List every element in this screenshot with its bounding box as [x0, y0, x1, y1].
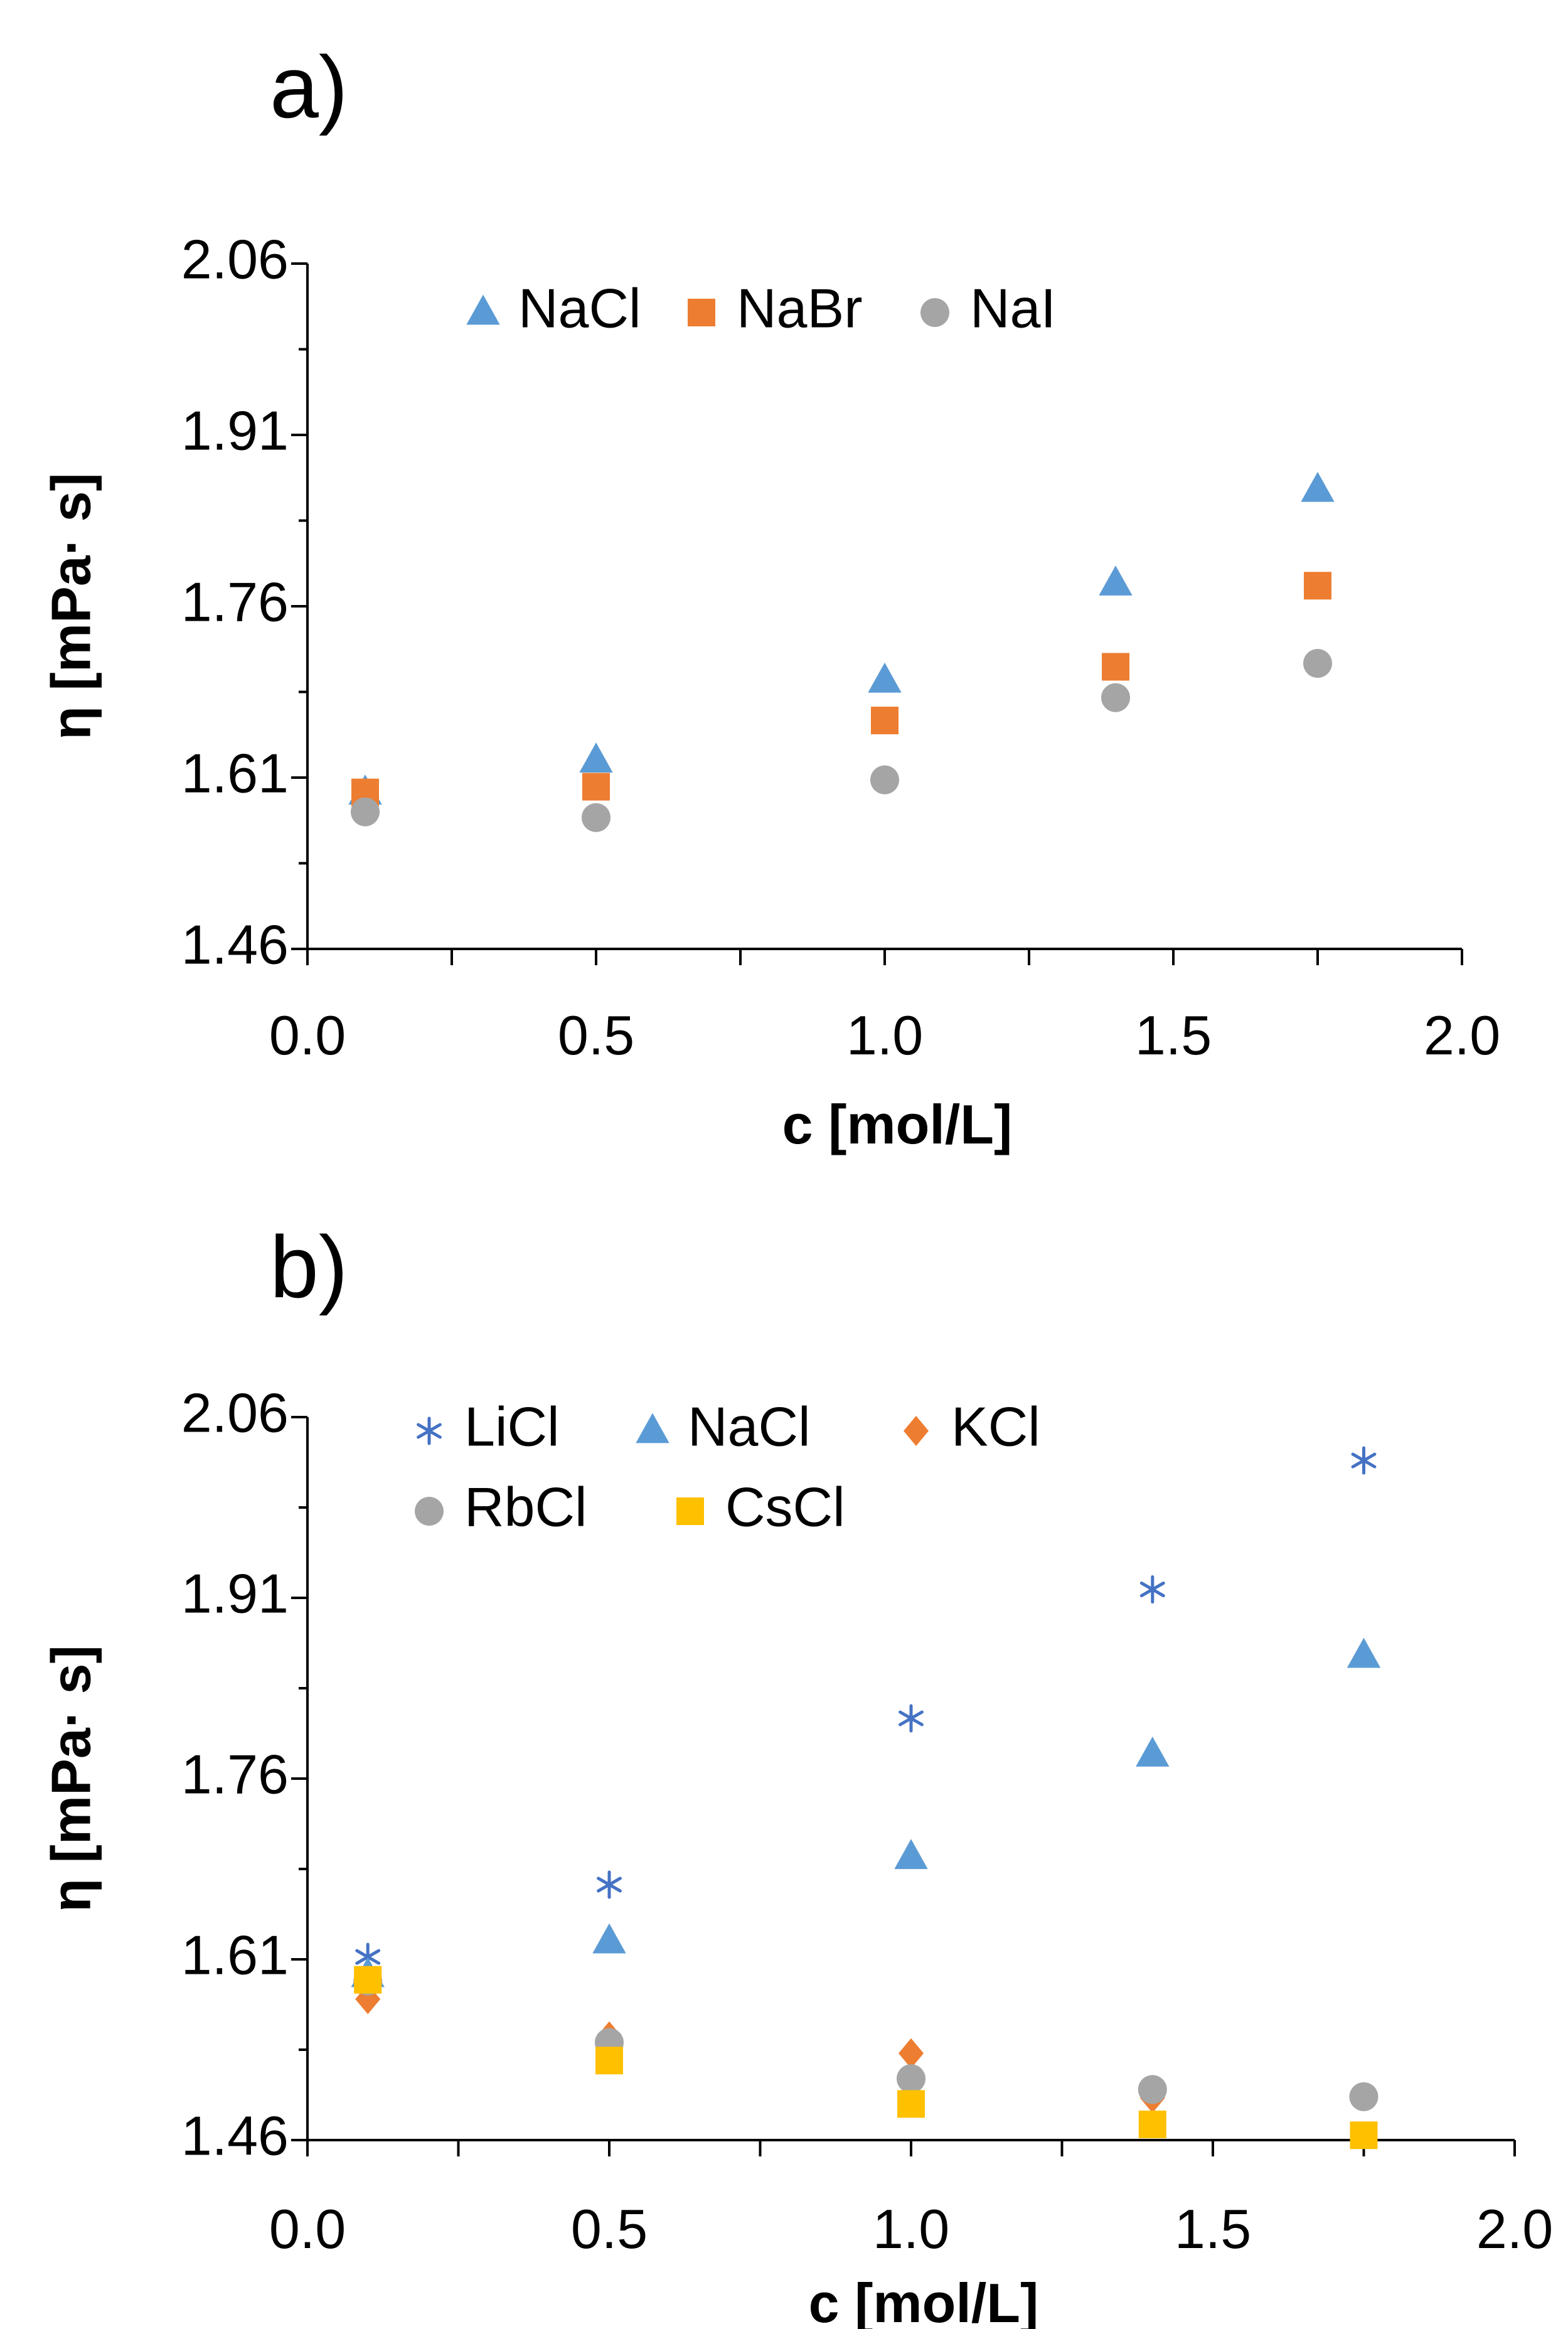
x-axis-title: c [mol/L] — [782, 1093, 1013, 1155]
x-tick-label: 0.0 — [269, 1004, 346, 1066]
legend-label-licl: LiCl — [464, 1395, 560, 1457]
series-nai — [351, 649, 1332, 832]
y-axis-title: η [mPa· s] — [40, 473, 102, 739]
series-nacl — [351, 1637, 1381, 1988]
data-point-licl — [597, 1870, 622, 1899]
data-point-nai — [351, 797, 380, 827]
data-point-nai — [870, 765, 899, 795]
legend-marker-nacl — [466, 294, 500, 325]
data-point-cscl — [354, 1966, 382, 1994]
legend-marker-kcl — [904, 1416, 929, 1446]
data-point-nacl — [579, 742, 613, 773]
x-tick-label: 2.0 — [1424, 1004, 1500, 1066]
series-cscl — [354, 1966, 1378, 2150]
series-nacl — [348, 471, 1335, 805]
legend: NaCl NaBr NaI — [466, 277, 1056, 339]
data-point-nai — [1101, 683, 1130, 712]
x-tick-label: 0.5 — [558, 1004, 634, 1066]
series-nabr — [351, 572, 1331, 806]
data-point-nacl — [1099, 565, 1133, 596]
data-point-rbcl — [897, 2064, 925, 2094]
data-point-cscl — [595, 2047, 623, 2075]
x-axis-title: c [mol/L] — [809, 2272, 1039, 2329]
y-tick-label: 2.06 — [181, 1381, 289, 1443]
data-point-nacl — [894, 1839, 928, 1870]
series-kcl — [355, 1984, 1165, 2113]
panel-b: b) 1.46 1.61 1.76 1.91 2.06 0.0 0.5 1.0 1.5 2.0 c [… — [40, 1218, 1553, 2329]
panel-label: a) — [270, 38, 348, 136]
data-point-licl — [899, 1704, 924, 1733]
y-tick-label: 1.91 — [181, 399, 289, 461]
data-point-nabr — [1304, 572, 1331, 600]
legend-label-nacl: NaCl — [518, 277, 641, 339]
data-point-nabr — [871, 707, 899, 734]
data-point-nai — [582, 803, 611, 832]
legend-label-nabr: NaBr — [737, 277, 863, 339]
legend-marker-licl — [417, 1416, 442, 1445]
data-point-rbcl — [1349, 2082, 1379, 2111]
legend-marker-nacl — [636, 1413, 669, 1443]
data-point-cscl — [897, 2090, 925, 2118]
data-point-cscl — [1350, 2121, 1378, 2150]
legend-label-rbcl: RbCl — [464, 1475, 587, 1538]
series-rbcl — [353, 1966, 1379, 2111]
legend-label-nacl: NaCl — [688, 1395, 811, 1457]
data-point-nacl — [868, 662, 902, 693]
y-tick-label: 1.76 — [181, 1743, 289, 1805]
legend-label-kcl: KCl — [951, 1395, 1040, 1457]
y-tick-label: 1.76 — [181, 570, 289, 633]
data-point-licl — [1139, 1575, 1165, 1604]
y-tick-label: 2.06 — [181, 228, 289, 290]
data-point-nacl — [1347, 1637, 1381, 1668]
data-point-nacl — [1301, 471, 1335, 502]
legend-marker-nai — [920, 298, 949, 327]
x-tick-label: 1.0 — [873, 2198, 949, 2260]
legend-marker-nabr — [688, 299, 715, 326]
x-tick-label: 1.0 — [846, 1004, 923, 1066]
y-tick-label: 1.91 — [181, 1562, 289, 1624]
y-tick-label: 1.61 — [181, 1924, 289, 1986]
data-point-nabr — [582, 773, 610, 801]
x-tick-label: 1.5 — [1175, 2198, 1251, 2260]
panel-a: a) 1.46 1.61 1.76 1.91 2.06 0.0 0.5 1.0 1.5 2.0 c [… — [40, 38, 1500, 1155]
data-point-kcl — [899, 2038, 924, 2069]
y-tick-label: 1.46 — [181, 913, 289, 975]
y-tick-label: 1.46 — [181, 2104, 289, 2166]
data-point-nacl — [1136, 1737, 1170, 1767]
data-point-cscl — [1138, 2111, 1166, 2139]
panel-label: b) — [270, 1218, 348, 1316]
data-point-nabr — [1102, 653, 1129, 681]
data-point-licl — [1351, 1446, 1377, 1475]
data-point-nacl — [592, 1923, 626, 1954]
x-tick-label: 0.0 — [269, 2198, 346, 2260]
legend-marker-rbcl — [415, 1497, 444, 1526]
data-point-nai — [1303, 649, 1332, 678]
x-tick-label: 1.5 — [1135, 1004, 1212, 1066]
data-point-rbcl — [1138, 2075, 1167, 2104]
legend-label-nai: NaI — [970, 277, 1056, 339]
y-axis-title: η [mPa· s] — [40, 1645, 102, 1912]
y-tick-label: 1.61 — [181, 742, 289, 804]
legend: LiCl NaCl KCl RbCl CsCl — [415, 1395, 1040, 1538]
legend-marker-cscl — [676, 1497, 704, 1525]
legend-label-cscl: CsCl — [725, 1475, 845, 1538]
x-tick-label: 2.0 — [1476, 2198, 1553, 2260]
x-tick-label: 0.5 — [571, 2198, 648, 2260]
